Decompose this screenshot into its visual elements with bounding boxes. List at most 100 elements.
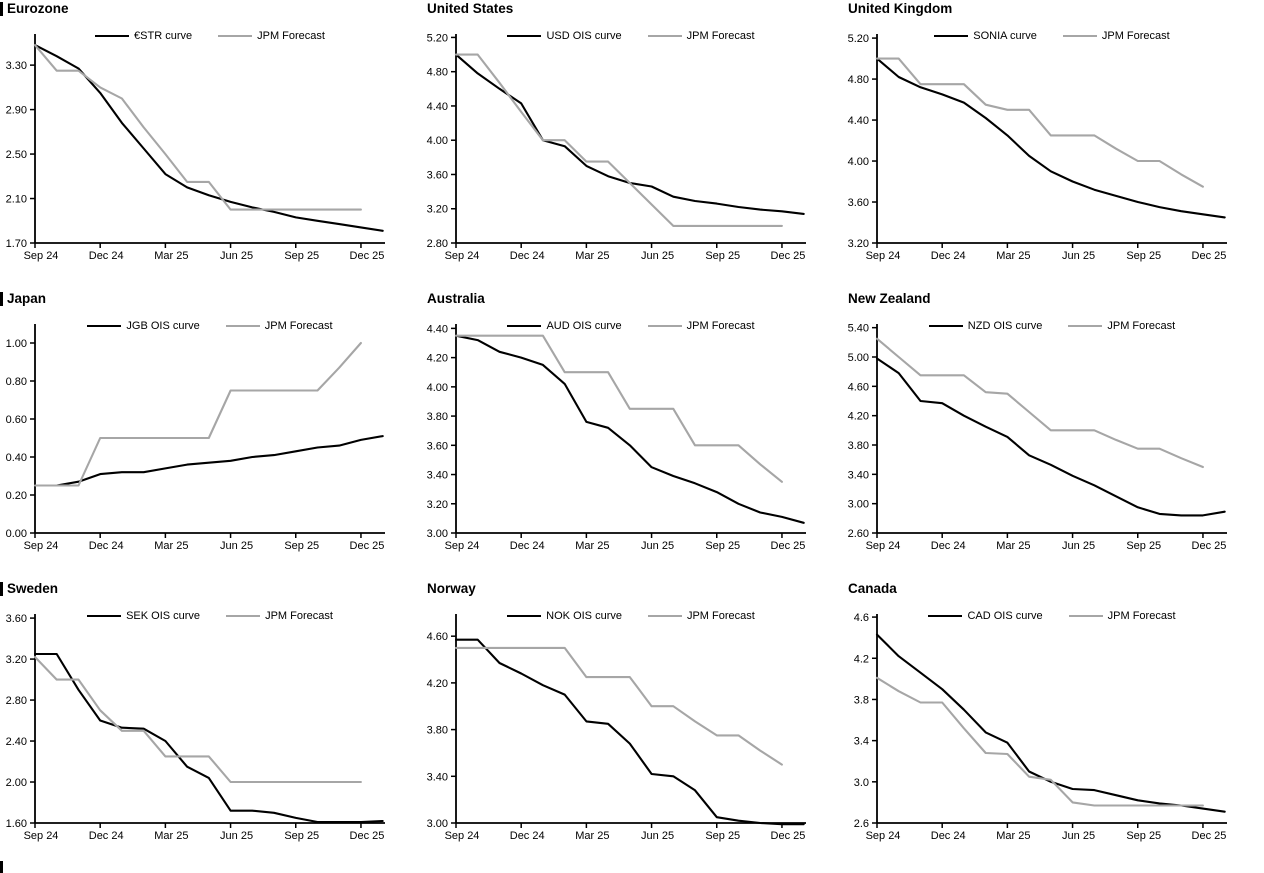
- y-tick-label: 0.80: [6, 376, 27, 388]
- legend-item-jpm-forecast: JPM Forecast: [1062, 30, 1170, 42]
- chart-title-row: Eurozone: [0, 1, 69, 17]
- chart-title-row: Canada: [842, 581, 897, 597]
- y-tick-label: 2.40: [6, 736, 27, 748]
- legend-line-sample: [507, 325, 542, 327]
- y-tick-label: 4.40: [848, 115, 869, 127]
- x-tick-label: Sep 24: [866, 250, 901, 262]
- legend-item-jpm-forecast: JPM Forecast: [1068, 320, 1175, 332]
- y-tick-label: 3.00: [848, 499, 869, 511]
- chart-title: Eurozone: [7, 1, 69, 16]
- x-tick-label: Dec 25: [771, 540, 806, 552]
- legend-line-sample: [507, 35, 542, 37]
- x-tick-label: Jun 25: [1062, 830, 1095, 842]
- x-tick-label: Sep 25: [1126, 540, 1161, 552]
- jpm-forecast-line: [875, 337, 1204, 469]
- legend-label: JPM Forecast: [686, 610, 755, 622]
- x-tick-label: Jun 25: [220, 830, 253, 842]
- chart-title: Australia: [427, 291, 485, 306]
- x-tick-label: Dec 25: [350, 540, 385, 552]
- legend: AUD OIS curve JPM Forecast: [456, 320, 806, 332]
- plot-new-zealand: 2.60 3.00 3.40 3.80 4.20 4.60 5.00 5.40 Sep 24 De…: [848, 323, 1227, 552]
- plot-united-kingdom: 3.20 3.60 4.00 4.40 4.80 5.20 Sep 24 Dec 24 Mar …: [848, 33, 1227, 262]
- chart-title-row: Sweden: [0, 581, 58, 597]
- usd-ois-curve-line: [454, 53, 805, 215]
- legend-label: JPM Forecast: [257, 30, 325, 42]
- legend: SEK OIS curve JPM Forecast: [35, 610, 385, 622]
- legend-line-sample: [934, 35, 969, 37]
- y-tick-label: 3.80: [427, 725, 448, 737]
- legend-label: SONIA curve: [973, 30, 1037, 42]
- legend-item-jpm-forecast: JPM Forecast: [225, 320, 333, 332]
- legend-item-jpm-forecast: JPM Forecast: [647, 320, 755, 332]
- x-tick-label: Jun 25: [641, 830, 674, 842]
- y-tick-label: 3.4: [854, 736, 869, 748]
- y-tick-label: 2.6: [854, 818, 869, 830]
- x-tick-label: Jun 25: [641, 250, 674, 262]
- legend-item-sonia-curve: SONIA curve: [934, 30, 1037, 42]
- legend: JGB OIS curve JPM Forecast: [35, 320, 385, 332]
- legend-item-jpm-forecast: JPM Forecast: [218, 30, 325, 42]
- x-tick-label: Dec 25: [771, 250, 806, 262]
- legend-line-sample: [928, 325, 963, 327]
- legend-label: SEK OIS curve: [126, 610, 201, 622]
- legend-line-sample: [647, 35, 682, 37]
- cad-ois-curve-line: [875, 633, 1226, 813]
- jpm-forecast-line: [454, 646, 783, 766]
- x-tick-label: Dec 24: [510, 540, 545, 552]
- y-tick-label: 4.20: [427, 678, 448, 690]
- x-tick-label: Dec 25: [350, 250, 385, 262]
- legend-label: JPM Forecast: [265, 610, 333, 622]
- y-tick-label: 3.00: [427, 818, 448, 830]
- x-tick-label: Sep 24: [24, 540, 59, 552]
- legend-label: JPM Forecast: [1107, 610, 1176, 622]
- legend-line-sample: [218, 35, 253, 37]
- chart-title: Japan: [7, 291, 47, 306]
- y-tick-label: 4.6: [854, 612, 869, 624]
- y-tick-label: 3.20: [427, 204, 448, 216]
- x-tick-label: Mar 25: [575, 250, 609, 262]
- legend-label: NOK OIS curve: [546, 610, 622, 622]
- title-marker-bar: [0, 2, 3, 16]
- jpm-forecast-line: [875, 676, 1204, 807]
- x-tick-label: Sep 24: [24, 250, 59, 262]
- title-marker-bar: [0, 582, 3, 596]
- y-tick-label: 2.80: [427, 238, 448, 250]
- aud-ois-curve-line: [454, 334, 805, 524]
- title-marker-bar: [0, 292, 3, 306]
- jpm-forecast-line: [33, 655, 362, 784]
- chart-title-row: United States: [421, 1, 513, 17]
- y-tick-label: 4.40: [427, 323, 448, 335]
- legend: SONIA curve JPM Forecast: [877, 30, 1227, 42]
- x-tick-label: Sep 25: [705, 250, 740, 262]
- chart-title-row: Australia: [421, 291, 485, 307]
- legend: €STR curve JPM Forecast: [35, 30, 385, 42]
- legend: NOK OIS curve JPM Forecast: [456, 610, 806, 622]
- x-tick-label: Dec 24: [931, 540, 966, 552]
- x-tick-label: Sep 24: [866, 830, 901, 842]
- legend-line-sample: [647, 325, 682, 327]
- legend-label: JPM Forecast: [686, 320, 755, 332]
- legend-label: JPM Forecast: [1107, 320, 1176, 332]
- y-tick-label: 3.60: [6, 613, 27, 625]
- legend-label: JPM Forecast: [1101, 30, 1170, 42]
- legend-item-jpm-forecast: JPM Forecast: [1068, 610, 1176, 622]
- legend-item-nzd-ois-curve: NZD OIS curve: [928, 320, 1042, 332]
- chart-title-row: Norway: [421, 581, 476, 597]
- y-tick-label: 0.00: [6, 528, 27, 540]
- y-tick-label: 2.60: [848, 528, 869, 540]
- y-tick-label: 0.40: [6, 452, 27, 464]
- y-tick-label: 0.60: [6, 414, 27, 426]
- chart-japan: Japan 0.00 0.20 0.40 0.60 0.80 1.00 Sep 24 Dec 2…: [0, 290, 421, 581]
- y-tick-label: 3.80: [427, 411, 448, 423]
- y-tick-label: 5.20: [848, 33, 869, 45]
- x-tick-label: Mar 25: [575, 830, 609, 842]
- legend-label: JGB OIS curve: [126, 320, 200, 332]
- chart-title-row: United Kingdom: [842, 1, 952, 17]
- chart-new-zealand: New Zealand 2.60 3.00 3.40 3.80 4.20 4.60 5.00 5…: [842, 290, 1263, 581]
- legend-item-jpm-forecast: JPM Forecast: [226, 610, 333, 622]
- chart-united-kingdom: United Kingdom 3.20 3.60 4.00 4.40 4.80 5.20 Se…: [842, 0, 1263, 291]
- x-tick-label: Dec 25: [1192, 830, 1227, 842]
- legend-line-sample: [928, 615, 963, 617]
- y-tick-label: 4.60: [848, 381, 869, 393]
